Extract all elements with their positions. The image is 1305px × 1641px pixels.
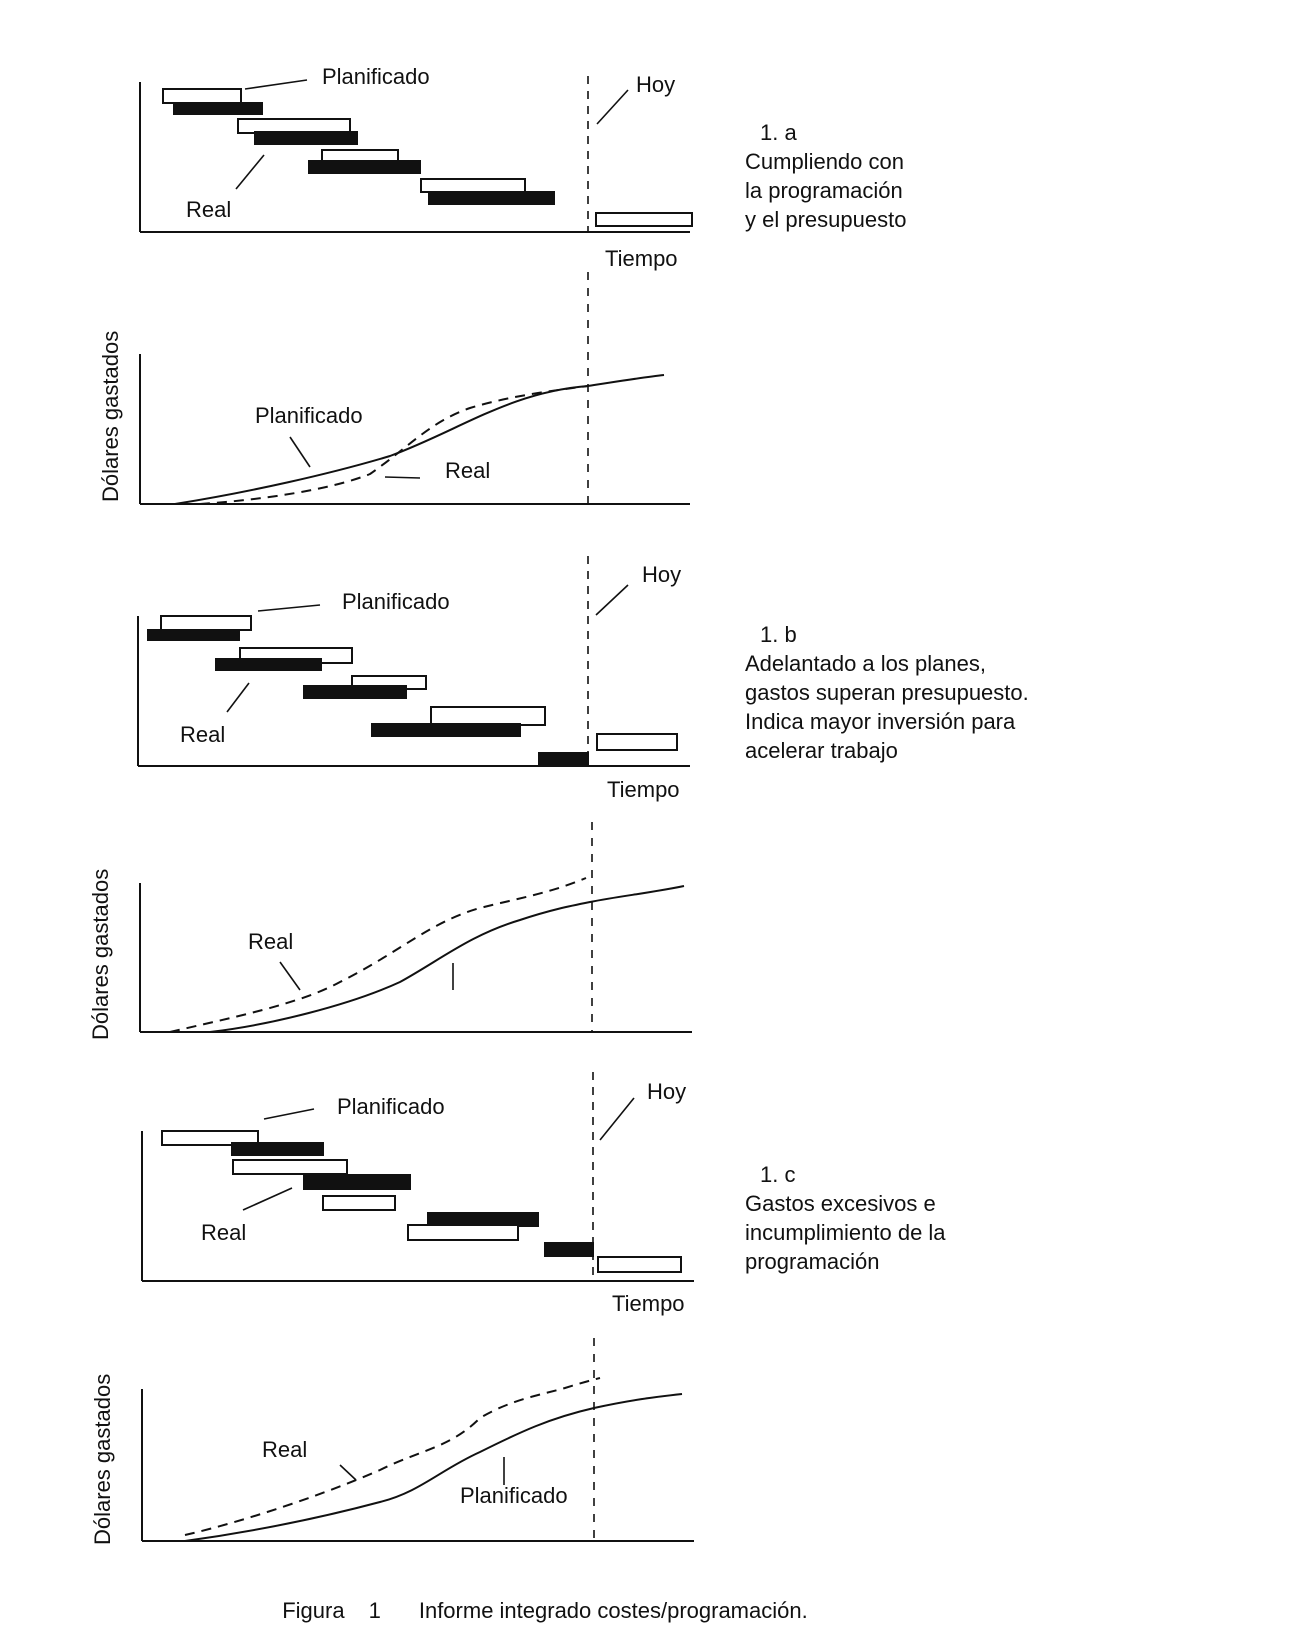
actual-bar (303, 685, 407, 699)
planned-leader-line (244, 79, 308, 90)
today-leader-line (595, 584, 629, 616)
actual-label: Real (248, 929, 293, 954)
actual-bar (538, 752, 589, 766)
planned-bar (322, 1195, 396, 1211)
planned-cost-curve (209, 885, 685, 1033)
time-axis-label: Tiempo (607, 777, 680, 802)
actual-leader-line (226, 682, 250, 713)
today-leader-line (596, 89, 629, 125)
panel-c-number: 1. c (760, 1162, 796, 1187)
planned-cost-curve (184, 1393, 683, 1542)
caption-text: Informe integrado costes/programación. (418, 1598, 808, 1623)
panel-b-description: 1. b Adelantado a los planes, gastos sup… (745, 620, 1029, 765)
dollars-axis-label: Dólares gastados (98, 331, 123, 502)
panel-a-description: 1. a Cumpliendo con la programación y el… (745, 118, 906, 234)
gantt-chart-b: Planificado Real Hoy Tiempo (137, 556, 690, 802)
panel-a-line: Cumpliendo con (745, 149, 904, 174)
planned-bar (232, 1159, 348, 1175)
actual-label: Real (201, 1220, 246, 1245)
panel-a-number: 1. a (760, 120, 797, 145)
planned-cost-curve (174, 374, 665, 505)
panel-c-line: incumplimiento de la (745, 1220, 946, 1245)
today-leader-line (599, 1097, 635, 1141)
actual-bar (371, 723, 521, 737)
actual-bar (147, 629, 240, 641)
actual-bar (544, 1242, 594, 1257)
panel-a-line: la programación (745, 178, 903, 203)
panel-b-line: Adelantado a los planes, (745, 651, 986, 676)
planned-label: Planificado (255, 403, 363, 428)
dollars-axis-label: Dólares gastados (88, 869, 113, 1040)
actual-bar (427, 1212, 539, 1227)
actual-label: Real (262, 1437, 307, 1462)
actual-bar (428, 191, 555, 205)
actual-cost-curve (169, 877, 587, 1033)
actual-leader-line (339, 1464, 357, 1481)
actual-bar (215, 658, 322, 671)
actual-bar (254, 131, 358, 145)
panel-b-line: Indica mayor inversión para (745, 709, 1016, 734)
planned-label: Planificado (342, 589, 450, 614)
planned-bar (161, 1130, 259, 1146)
planned-bar (162, 88, 242, 104)
actual-leader-line (279, 961, 301, 991)
actual-bar (303, 1174, 411, 1190)
panel-a-line: y el presupuesto (745, 207, 907, 232)
planned-bar (596, 733, 678, 751)
panel-b-line: acelerar trabajo (745, 738, 898, 763)
planned-bar (321, 149, 399, 162)
panel-b-number: 1. b (760, 622, 797, 647)
actual-bar (173, 102, 263, 115)
panel-c-description: 1. c Gastos excesivos e incumplimiento d… (745, 1160, 946, 1276)
dollars-axis-label: Dólares gastados (90, 1374, 115, 1545)
planned-bar (430, 706, 546, 726)
actual-label: Real (180, 722, 225, 747)
planned-bar (597, 1256, 682, 1273)
cost-chart-c: Real Planificado Dólares gastados (90, 1338, 694, 1545)
gantt-chart-a: Planificado Real Hoy Tiempo (139, 64, 693, 271)
actual-bar (231, 1142, 324, 1156)
actual-cost-curve (199, 385, 589, 505)
time-axis-label: Tiempo (612, 1291, 685, 1316)
actual-leader-line (242, 1187, 293, 1211)
caption-figure-word: Figura (282, 1598, 345, 1623)
gantt-chart-c: Planificado Real Hoy Tiempo (141, 1072, 694, 1316)
actual-label: Real (186, 197, 231, 222)
planned-label: Planificado (460, 1483, 568, 1508)
panel-b-line: gastos superan presupuesto. (745, 680, 1029, 705)
time-axis-label: Tiempo (605, 246, 678, 271)
cost-chart-a: Planificado Real Dólares gastados (98, 272, 690, 505)
today-label: Hoy (642, 562, 681, 587)
actual-leader-line (384, 476, 421, 479)
today-label: Hoy (647, 1079, 686, 1104)
caption-figure-number: 1 (368, 1598, 381, 1623)
actual-cost-curve (184, 1377, 601, 1536)
planned-leader-line (289, 436, 311, 468)
today-label: Hoy (636, 72, 675, 97)
actual-label: Real (445, 458, 490, 483)
panel-c-line: Gastos excesivos e (745, 1191, 936, 1216)
actual-leader-line (235, 154, 265, 190)
planned-bar (160, 615, 252, 631)
actual-bar (308, 160, 421, 174)
planned-bar (595, 212, 693, 227)
planned-bar (237, 118, 351, 134)
planned-leader-line (257, 604, 321, 612)
planned-bar (420, 178, 526, 193)
figure-caption: Figura 1 Informe integrado costes/programa… (270, 1572, 808, 1624)
planned-bar (407, 1224, 519, 1241)
panel-c-line: programación (745, 1249, 880, 1274)
cost-chart-b: Real Dólares gastados (88, 822, 692, 1040)
planned-leader-line (263, 1108, 315, 1120)
planned-label: Planificado (322, 64, 430, 89)
planned-label: Planificado (337, 1094, 445, 1119)
